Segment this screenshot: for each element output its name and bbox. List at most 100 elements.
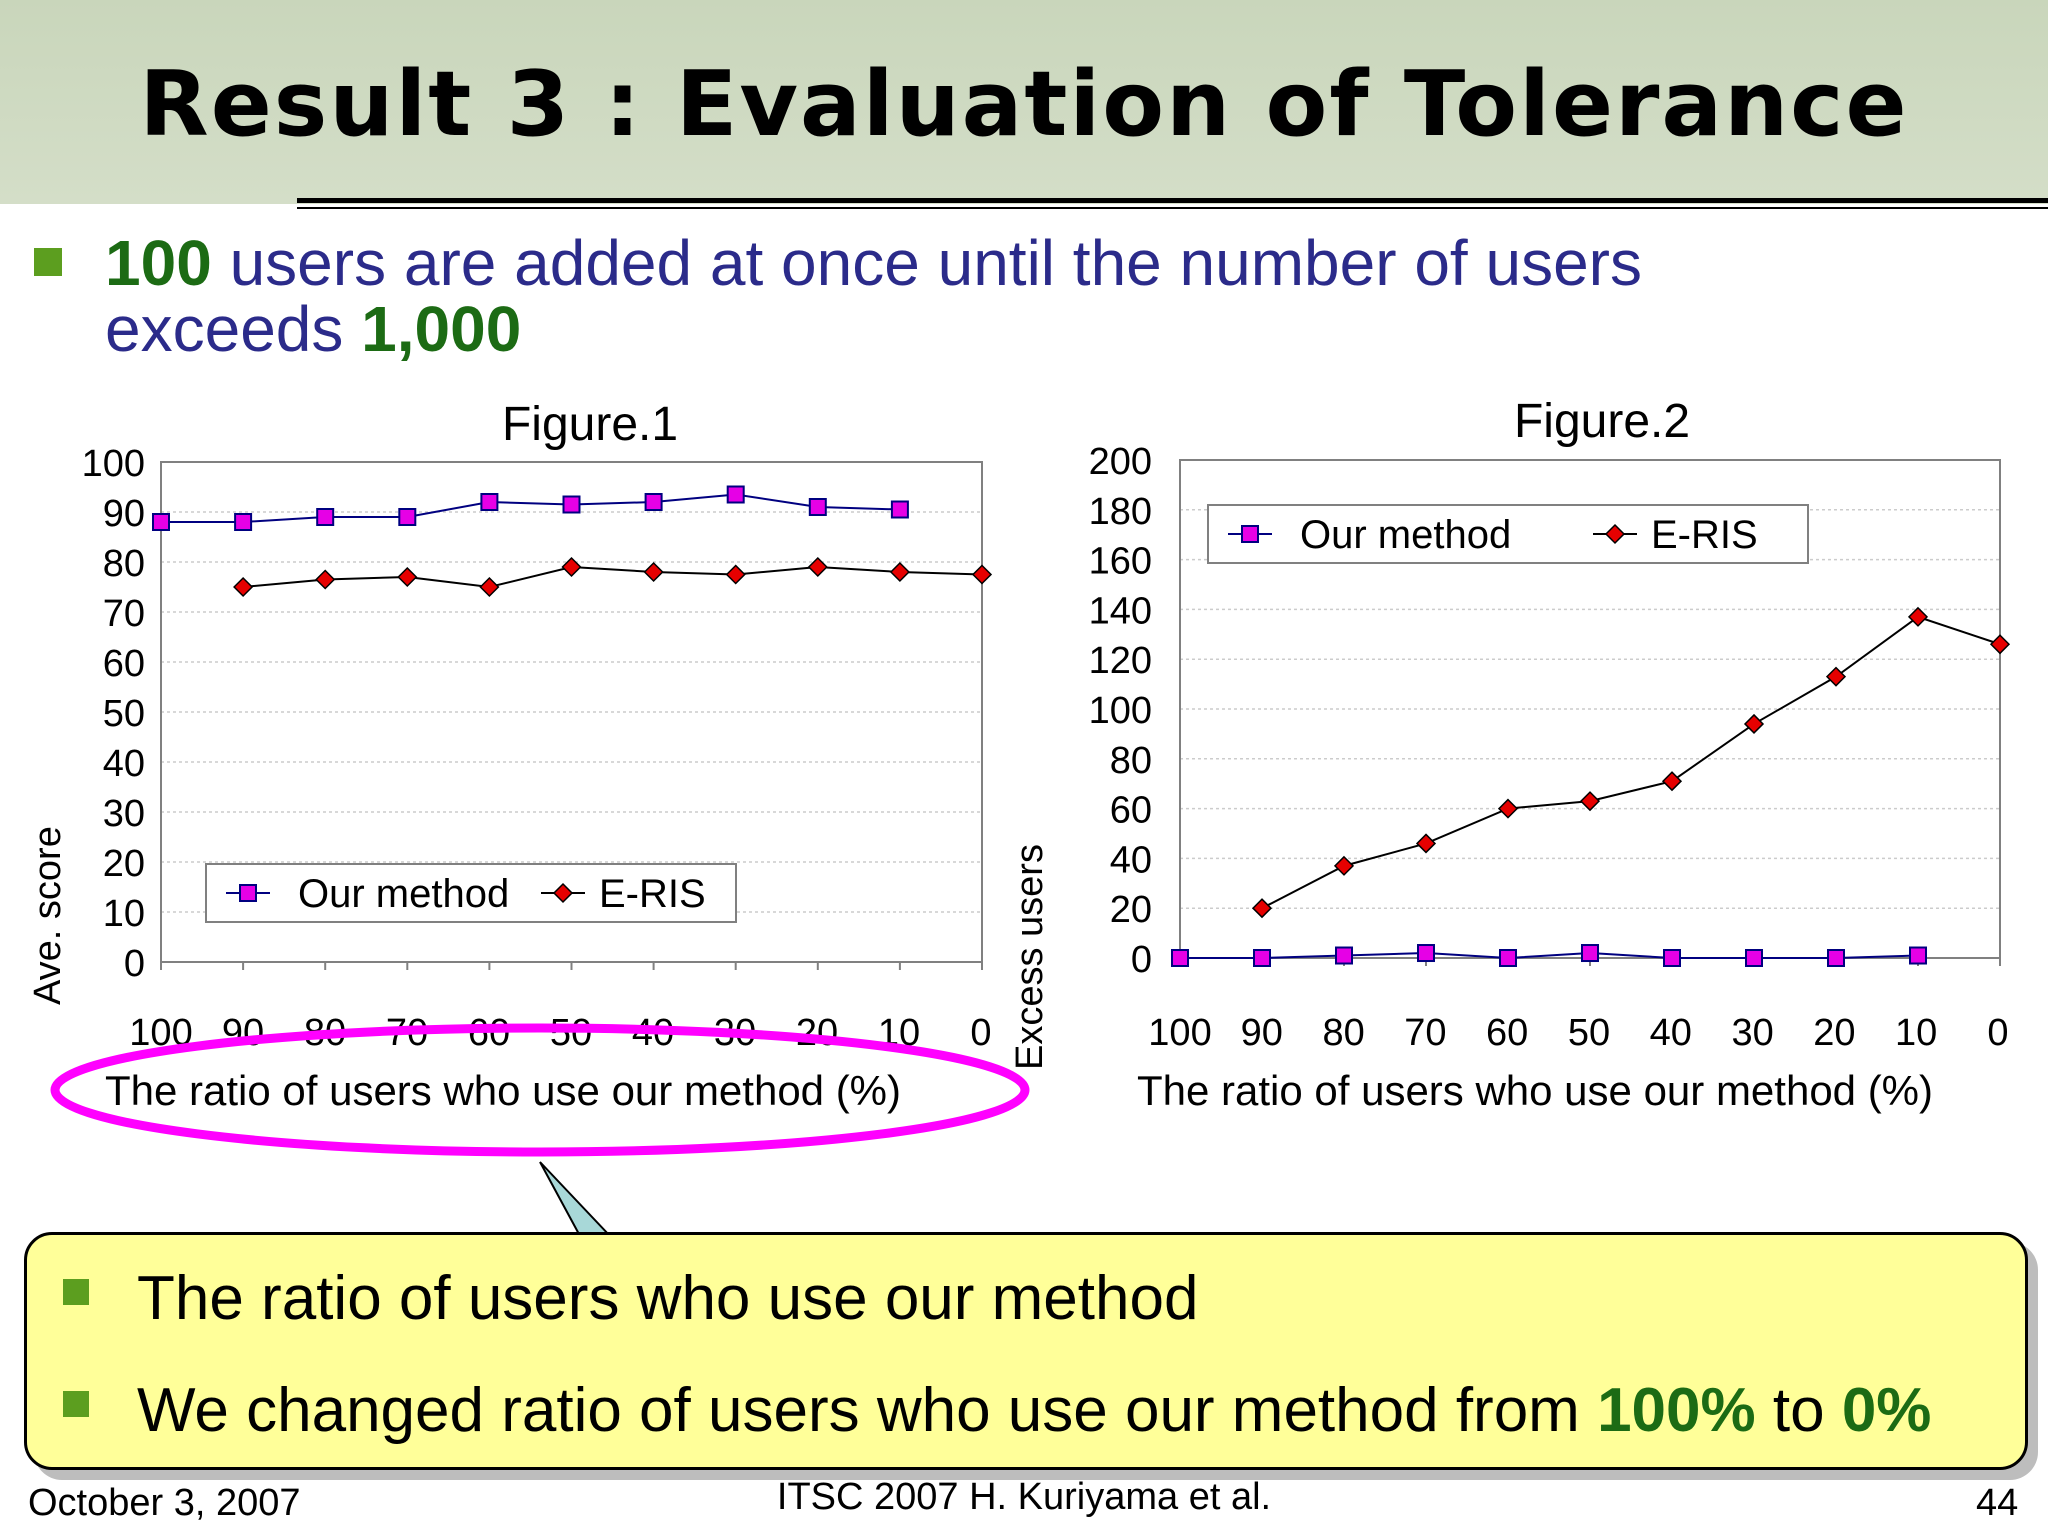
chart2-point-e-ris (1825, 666, 1847, 687)
chart2-legend-label-e-ris: E-RIS (1651, 513, 1758, 557)
callout-line-2-text: We changed ratio of users who use our me… (137, 1376, 1598, 1445)
chart2-series-line (1261, 615, 2001, 910)
chart1-point-e-ris (561, 556, 582, 578)
chart2-y-tick-label: 20 (1110, 889, 1152, 931)
chart2-y-tick-label: 80 (1110, 740, 1152, 782)
slide-title: Result 3 : Evaluation of Tolerance (139, 52, 1909, 157)
chart1-legend-box (205, 863, 737, 923)
chart2-point-our-method (1909, 946, 1927, 965)
chart1-point-our-method (316, 508, 335, 526)
chart1-point-e-ris (725, 564, 746, 585)
chart2-point-e-ris (1251, 898, 1273, 919)
footer-date: October 3, 2007 (28, 1482, 301, 1524)
chart2-y-tick-label: 60 (1110, 790, 1152, 832)
chart1-y-axis-label: Ave. score (27, 826, 69, 1005)
chart1-series-line (161, 493, 900, 523)
chart2-x-tick-label: 70 (1404, 1012, 1446, 1054)
highlight-ellipse (50, 1023, 1030, 1157)
chart1-point-e-ris (807, 556, 828, 578)
chart2-series-line (1180, 952, 1919, 960)
footer-conference: ITSC 2007 H. Kuriyama et al. (776, 1476, 1272, 1518)
title-rule (297, 198, 2048, 203)
chart2-point-e-ris (1661, 771, 1683, 792)
chart2-x-axis-label: The ratio of users who use our method (%… (1137, 1067, 1933, 1114)
chart2-x-tick-label: 10 (1895, 1012, 1937, 1054)
chart2-point-our-method (1499, 949, 1517, 967)
chart1-point-our-method (726, 485, 745, 504)
chart1-y-tick-label: 90 (103, 493, 145, 535)
chart1-point-e-ris (971, 564, 993, 585)
intro-text-1: users are added at once until the number… (211, 227, 1642, 299)
chart1-title: Figure.1 (502, 398, 678, 451)
chart1-point-e-ris (889, 561, 910, 583)
chart2-point-e-ris (1743, 713, 1765, 735)
chart1-y-tick-label: 100 (82, 443, 145, 485)
chart2-point-e-ris (1989, 634, 2011, 655)
chart1-legend-marker-our-method (239, 884, 257, 902)
chart1-point-our-method (480, 493, 499, 511)
chart2-y-tick-label: 100 (1089, 690, 1152, 732)
chart2-legend-marker-our-method (1241, 525, 1259, 543)
chart1-point-our-method (644, 493, 663, 511)
chart2-y-tick-label: 200 (1089, 441, 1152, 483)
chart2-point-our-method (1417, 944, 1435, 963)
chart2-point-our-method (1581, 944, 1599, 963)
chart1-x-tick-label: 20 (796, 1012, 838, 1054)
chart1-legend-marker-e-ris (552, 882, 574, 904)
callout-to-value: 0% (1841, 1376, 1932, 1445)
bullet-square-icon (63, 1391, 89, 1417)
chart1-legend-label-e-ris: E-RIS (599, 872, 706, 916)
chart1-y-tick-label: 80 (103, 543, 145, 585)
chart2-title: Figure.2 (1514, 395, 1690, 448)
chart2-point-our-method (1253, 949, 1271, 967)
title-rule-thin (297, 207, 2048, 209)
chart2-point-our-method (1827, 949, 1845, 967)
chart2-x-tick-label: 60 (1486, 1012, 1528, 1054)
chart2-x-tick-label: 20 (1813, 1012, 1855, 1054)
chart2-point-e-ris (1497, 798, 1519, 819)
chart1-point-e-ris (397, 566, 418, 588)
chart2-point-e-ris (1579, 791, 1601, 812)
chart2-x-tick-label: 30 (1731, 1012, 1773, 1054)
chart2-point-our-method (1171, 949, 1189, 967)
chart2-x-tick-label: 50 (1568, 1012, 1610, 1054)
intro-number-1: 100 (105, 227, 212, 299)
chart2-y-tick-label: 140 (1089, 590, 1152, 632)
callout-box: The ratio of users who use our method We… (24, 1232, 2028, 1470)
chart1-x-tick-label: 90 (222, 1012, 264, 1054)
chart2-x-tick-label: 80 (1322, 1012, 1364, 1054)
chart1-y-tick-label: 0 (124, 943, 145, 985)
callout-pointer (539, 1161, 613, 1237)
intro-text: 100 users are added at once until the nu… (105, 230, 2005, 362)
chart2-y-tick-label: 160 (1089, 541, 1152, 583)
chart1-y-tick-label: 50 (103, 693, 145, 735)
chart1-point-our-method (562, 495, 581, 514)
chart2-x-tick-label: 0 (1987, 1012, 2008, 1054)
chart2-legend-marker-e-ris (1604, 523, 1626, 545)
chart1-point-e-ris (643, 561, 664, 583)
chart2-legend-label-our-method: Our method (1300, 513, 1511, 557)
chart2-y-tick-label: 120 (1089, 640, 1152, 682)
callout-line-2: We changed ratio of users who use our me… (137, 1375, 1931, 1446)
chart1-point-our-method (808, 498, 827, 516)
chart1-legend-label-our-method: Our method (298, 872, 509, 916)
chart1-point-our-method (152, 513, 170, 531)
footer-page-number: 44 (1976, 1482, 2019, 1524)
chart2-point-e-ris (1907, 606, 1929, 627)
chart2-point-our-method (1745, 949, 1763, 967)
chart2-x-tick-label: 100 (1148, 1012, 1211, 1054)
callout-line-1: The ratio of users who use our method (137, 1264, 1199, 1333)
intro-text-2: exceeds (105, 293, 362, 365)
chart2-x-tick-label: 90 (1241, 1012, 1283, 1054)
chart1-point-e-ris (479, 576, 500, 598)
chart1-y-tick-label: 40 (103, 743, 145, 785)
chart2-y-tick-label: 180 (1089, 491, 1152, 533)
bullet-square-icon (63, 1279, 89, 1305)
chart1-point-our-method (234, 513, 253, 531)
chart1-point-e-ris (315, 569, 336, 590)
bullet-square-icon (34, 248, 62, 276)
chart2-point-our-method (1663, 949, 1681, 967)
chart2-y-axis-label: Excess users (1009, 844, 1051, 1070)
title-band (0, 0, 2048, 204)
